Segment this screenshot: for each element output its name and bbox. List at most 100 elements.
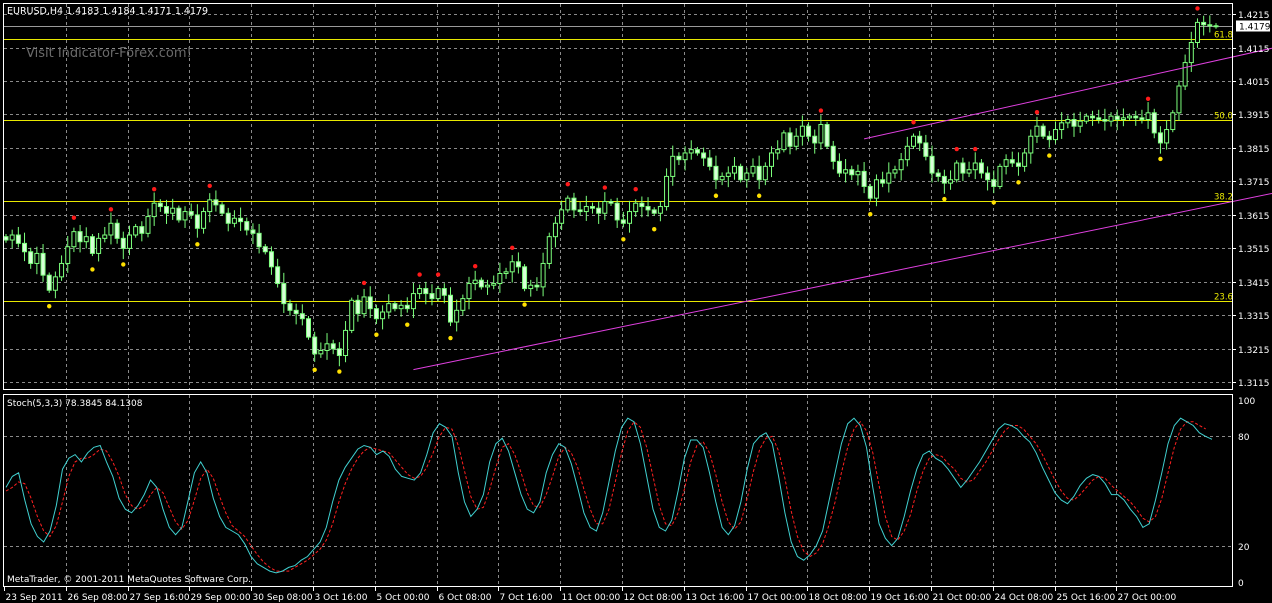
bear-candle[interactable] [849, 169, 855, 176]
bear-candle[interactable] [89, 236, 95, 254]
bull-candle[interactable] [731, 165, 737, 174]
bear-candle[interactable] [1133, 115, 1139, 119]
bull-candle[interactable] [664, 175, 670, 208]
bull-candle[interactable] [386, 303, 392, 313]
bull-candle[interactable] [1003, 159, 1009, 167]
bear-candle[interactable] [589, 206, 595, 209]
bear-candle[interactable] [1213, 25, 1219, 28]
bull-candle[interactable] [435, 288, 441, 300]
bull-candle[interactable] [769, 152, 775, 167]
bull-candle[interactable] [485, 284, 491, 288]
bull-candle[interactable] [1170, 112, 1176, 131]
bull-candle[interactable] [898, 159, 904, 171]
bull-candle[interactable] [972, 162, 978, 171]
bull-candle[interactable] [231, 217, 237, 224]
bull-candle[interactable] [1108, 115, 1114, 122]
bear-candle[interactable] [620, 219, 626, 224]
bull-candle[interactable] [657, 206, 663, 214]
bear-candle[interactable] [194, 214, 200, 229]
bear-candle[interactable] [756, 165, 762, 181]
bear-candle[interactable] [268, 251, 274, 268]
bear-candle[interactable] [614, 202, 620, 221]
channel-lower-line[interactable] [413, 130, 1272, 371]
bull-candle[interactable] [781, 132, 787, 151]
bull-candle[interactable] [762, 165, 768, 181]
bull-candle[interactable] [1052, 129, 1058, 141]
bear-candle[interactable] [787, 132, 793, 147]
bull-candle[interactable] [170, 207, 176, 214]
bull-candle[interactable] [380, 311, 386, 320]
bull-candle[interactable] [1077, 120, 1083, 127]
bull-candle[interactable] [818, 124, 824, 144]
bear-candle[interactable] [256, 232, 262, 248]
bear-candle[interactable] [299, 313, 305, 320]
bull-candle[interactable] [719, 175, 725, 181]
bull-candle[interactable] [1176, 85, 1182, 114]
bear-candle[interactable] [139, 226, 145, 234]
bear-candle[interactable] [1096, 117, 1102, 121]
bull-candle[interactable] [1194, 21, 1200, 43]
bear-candle[interactable] [176, 207, 182, 221]
bull-candle[interactable] [565, 197, 571, 211]
bear-candle[interactable] [367, 296, 373, 310]
trend-channel[interactable] [413, 3, 1272, 371]
bull-candle[interactable] [1059, 122, 1065, 131]
bear-candle[interactable] [812, 135, 818, 144]
bull-candle[interactable] [886, 172, 892, 184]
bear-candle[interactable] [250, 229, 256, 234]
bear-candle[interactable] [40, 252, 46, 276]
bull-candle[interactable] [207, 199, 213, 213]
bear-candle[interactable] [336, 348, 342, 357]
bear-candle[interactable] [262, 246, 268, 253]
bear-candle[interactable] [15, 234, 21, 244]
bear-candle[interactable] [157, 202, 163, 208]
bull-candle[interactable] [151, 202, 157, 218]
bull-candle[interactable] [1028, 135, 1034, 154]
channel-upper-line[interactable] [864, 3, 1272, 140]
bear-candle[interactable] [830, 145, 836, 162]
bull-candle[interactable] [65, 246, 71, 264]
bear-candle[interactable] [306, 318, 311, 338]
bull-candle[interactable] [503, 271, 509, 274]
bull-candle[interactable] [1083, 115, 1089, 122]
bull-candle[interactable] [540, 262, 546, 288]
bear-candle[interactable] [3, 236, 9, 241]
bull-candle[interactable] [948, 179, 954, 184]
bull-candle[interactable] [361, 296, 367, 315]
bear-candle[interactable] [1114, 115, 1120, 121]
bull-candle[interactable] [1182, 62, 1188, 87]
bear-candle[interactable] [1046, 135, 1052, 141]
bear-candle[interactable] [1090, 115, 1096, 119]
bear-candle[interactable] [515, 261, 521, 268]
bear-candle[interactable] [1040, 125, 1046, 137]
bear-candle[interactable] [824, 124, 830, 147]
bull-candle[interactable] [793, 135, 799, 147]
bull-candle[interactable] [1188, 42, 1194, 64]
bull-candle[interactable] [1034, 125, 1040, 137]
bear-candle[interactable] [1015, 162, 1021, 167]
bull-candle[interactable] [59, 262, 65, 278]
bull-candle[interactable] [954, 162, 960, 181]
bear-candle[interactable] [46, 274, 52, 291]
bull-candle[interactable] [182, 211, 188, 221]
time-axis[interactable]: 23 Sep 2011 26 Sep 08:00 27 Sep 16:00 29 Se… [4, 587, 1177, 603]
bull-candle[interactable] [497, 273, 503, 285]
bear-candle[interactable] [1009, 159, 1015, 164]
bear-candle[interactable] [867, 185, 873, 199]
bear-candle[interactable] [1157, 132, 1163, 144]
bull-candle[interactable] [559, 209, 565, 224]
bull-candle[interactable] [911, 135, 916, 147]
bull-candle[interactable] [9, 234, 15, 241]
stochastic-panel[interactable]: 100 80 20 0 Stoch(5,3,3) 78.3845 84.1308 Me… [3, 394, 1256, 590]
bear-candle[interactable] [188, 211, 194, 216]
bear-candle[interactable] [577, 209, 583, 213]
bear-candle[interactable] [281, 283, 287, 305]
bull-candle[interactable] [83, 236, 89, 243]
bull-candle[interactable] [52, 276, 58, 291]
bull-candle[interactable] [398, 304, 404, 310]
bear-candle[interactable] [219, 204, 225, 214]
bear-candle[interactable] [713, 165, 719, 181]
bear-candle[interactable] [429, 293, 435, 300]
bear-candle[interactable] [645, 206, 651, 211]
